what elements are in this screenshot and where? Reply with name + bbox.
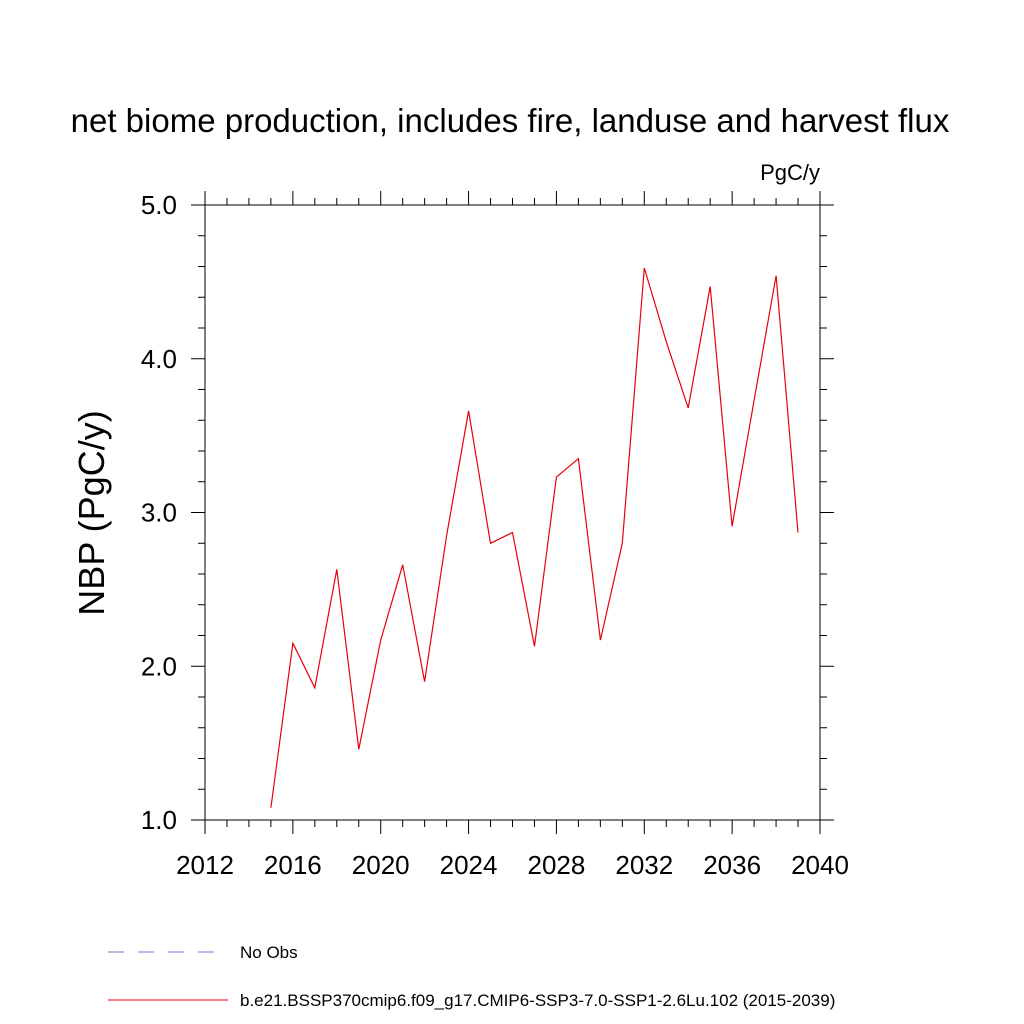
- series-layer: [270, 267, 799, 808]
- x-tick-label: 2016: [264, 850, 322, 880]
- x-tick-label: 2024: [440, 850, 498, 880]
- x-tick-label: 2028: [528, 850, 586, 880]
- chart-title: net biome production, includes fire, lan…: [71, 102, 950, 139]
- x-tick-label: 2040: [791, 850, 849, 880]
- series-line: [270, 267, 799, 808]
- x-tick-label: 2032: [615, 850, 673, 880]
- y-tick-label: 5.0: [141, 190, 177, 220]
- y-tick-label: 3.0: [141, 498, 177, 528]
- legend-label-1: b.e21.BSSP370cmip6.f09_g17.CMIP6-SSP3-7.…: [240, 991, 835, 1010]
- x-tick-label: 2012: [176, 850, 234, 880]
- x-tick-label: 2036: [703, 850, 761, 880]
- y-axis-label: NBP (PgC/y): [71, 410, 112, 615]
- y-tick-label: 1.0: [141, 805, 177, 835]
- x-tick-label: 2020: [352, 850, 410, 880]
- units-label: PgC/y: [760, 160, 820, 185]
- axis-ticks: [191, 191, 834, 834]
- y-tick-label: 2.0: [141, 651, 177, 681]
- y-tick-label: 4.0: [141, 344, 177, 374]
- legend: No Obs b.e21.BSSP370cmip6.f09_g17.CMIP6-S…: [108, 943, 835, 1010]
- tick-labels: 2012 2016 2020 2024 2028 2032 2036 2040 1.0 2.0 3.…: [141, 190, 849, 880]
- legend-label-0: No Obs: [240, 943, 298, 962]
- plot-frame: [204, 204, 821, 821]
- plot-border: [204, 204, 821, 821]
